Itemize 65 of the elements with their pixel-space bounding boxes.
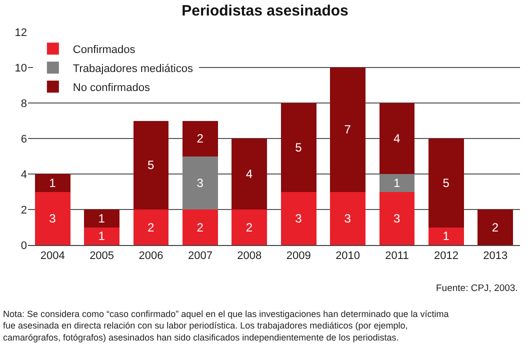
bar	[379, 103, 415, 174]
bar	[182, 120, 218, 156]
chart-title: Periodistas asesinados	[182, 2, 348, 20]
y-tick-label: 4	[20, 168, 27, 181]
x-tick-label: 2012	[434, 250, 458, 262]
legend-label: No confirmados	[72, 82, 150, 94]
data-label: 1	[98, 211, 106, 226]
data-label: 3	[49, 211, 56, 226]
data-label: 1	[49, 176, 56, 190]
data-label: 4	[394, 132, 400, 146]
bar	[34, 192, 70, 245]
bar	[182, 210, 218, 245]
text: Nota: Se considera como “caso confirmado” aquel en el que las investigaciones han determinado que la víctima fue asesinada en directa relación con su labor periodística. Los trabajadores mediáticos (por ejemplo, camarógrafos, fotógrafos) asesinados han sido clasificados independientemente de los periodistas.	[3, 309, 449, 342]
bar	[133, 210, 169, 245]
x-tick-label: 2008	[237, 250, 262, 262]
bar	[133, 120, 169, 210]
data-label: 1	[394, 176, 400, 190]
data-label: 1	[442, 229, 450, 244]
bar	[330, 192, 366, 245]
data-label: 7	[344, 122, 352, 137]
bar	[330, 68, 366, 192]
data-label: 2	[492, 220, 499, 234]
legend-label: Confirmados	[72, 44, 136, 56]
x-tick-label: 2010	[336, 250, 360, 262]
data-label: 3	[344, 211, 352, 226]
y-tick-label: 10	[14, 62, 27, 74]
y-tick-label: 6	[20, 133, 27, 146]
data-label: 4	[246, 167, 253, 181]
bar	[182, 156, 218, 210]
data-label: 5	[295, 140, 302, 154]
bar	[232, 138, 268, 210]
data-label: 2	[246, 220, 253, 234]
x-tick-label: 2011	[385, 250, 409, 262]
y-tick-label: 12	[14, 26, 27, 39]
bar	[84, 210, 120, 228]
bar	[379, 174, 415, 192]
y-tick-label: 0	[20, 240, 27, 252]
bar	[232, 210, 268, 245]
bar	[84, 227, 120, 245]
bar	[428, 227, 464, 245]
data-label: 5	[148, 158, 154, 172]
x-tick-label: 2005	[90, 250, 114, 262]
data-label: 3	[295, 211, 302, 226]
x-tick-label: 2007	[188, 250, 212, 262]
data-label: 5	[442, 176, 450, 190]
legend-label: Trabajadores mediáticos	[72, 62, 194, 75]
y-tick-label: 8	[20, 98, 27, 110]
data-label: 3	[394, 211, 400, 226]
bar	[478, 210, 514, 245]
x-tick-label: 2004	[40, 250, 65, 262]
bar	[34, 174, 70, 192]
bar	[379, 192, 415, 245]
data-label: 2	[196, 220, 204, 234]
data-label: 3	[196, 176, 204, 190]
source-note: Fuente: CPJ, 2003.	[436, 283, 518, 294]
data-label: 1	[98, 229, 106, 244]
bar	[280, 192, 316, 245]
bar	[280, 103, 316, 192]
data-label: 2	[196, 132, 204, 146]
data-label: 2	[148, 220, 154, 234]
x-tick-label: 2006	[138, 250, 164, 262]
x-tick-label: 2013	[483, 250, 508, 262]
y-tick-label: 2	[20, 204, 27, 216]
bar	[428, 138, 464, 228]
x-tick-label: 2009	[286, 250, 311, 262]
